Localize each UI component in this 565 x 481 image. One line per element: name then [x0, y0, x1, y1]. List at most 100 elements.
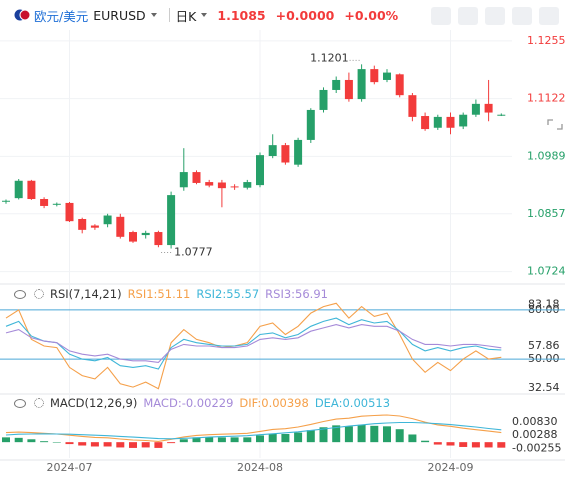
- candle-body: [192, 172, 201, 183]
- macd-bar: [14, 437, 23, 443]
- candle-body: [205, 182, 214, 186]
- macd-bar: [103, 442, 112, 447]
- candle-body: [433, 116, 442, 128]
- x-tick-label: 2024-07: [47, 461, 93, 474]
- macd-bar: [52, 442, 61, 443]
- candle-body: [306, 109, 315, 140]
- macd-bar: [141, 442, 150, 448]
- macd-legend: MACD(12,26,9) MACD:-0.00229 DIF:0.00398 DEA…: [14, 396, 396, 410]
- flag-us: [19, 9, 30, 21]
- y-tick-label: 32.54: [528, 381, 560, 394]
- tool-button[interactable]: [485, 7, 505, 25]
- tool-button[interactable]: [539, 7, 559, 25]
- macd-bar: [40, 441, 49, 443]
- y-tick-label: 57.86: [528, 339, 560, 352]
- candle-body: [256, 155, 264, 186]
- x-tick-label: 2024-09: [428, 461, 474, 474]
- y-tick-label: 1.1122: [527, 92, 565, 105]
- series-line: [5, 421, 502, 440]
- macd-bar: [90, 442, 99, 447]
- eye-icon[interactable]: [14, 289, 26, 299]
- y-tick-label: 1.0857: [527, 207, 565, 220]
- candle-body: [230, 186, 239, 188]
- settings-icon[interactable]: [34, 398, 44, 408]
- eye-icon[interactable]: [14, 398, 26, 408]
- macd-bar: [281, 434, 290, 443]
- rsi-legend: RSI(7,14,21) RSI1:51.11 RSI2:55.57 RSI3:56.…: [14, 287, 334, 301]
- flag-icon: [14, 9, 30, 21]
- candle-body: [471, 103, 480, 115]
- y-tick-label: -0.00255: [512, 441, 561, 454]
- candle-body: [395, 74, 404, 96]
- legend-entry: DEA:0.00513: [314, 396, 391, 410]
- tool-button[interactable]: [458, 7, 478, 25]
- macd-bar: [319, 427, 328, 443]
- tool-button[interactable]: [512, 7, 532, 25]
- macd-bar: [471, 442, 480, 448]
- dropdown-arrow[interactable]: [201, 13, 208, 17]
- candle-body: [243, 182, 252, 188]
- candle-body: [217, 182, 226, 189]
- macd-bar: [256, 435, 264, 443]
- macd-bar: [497, 442, 506, 448]
- macd-bar: [395, 429, 404, 443]
- change-pct: +0.00%: [344, 7, 399, 23]
- candle-body: [141, 232, 150, 236]
- symbol[interactable]: EURUSD: [93, 7, 146, 23]
- series-line: [5, 302, 502, 390]
- candle-body: [357, 69, 366, 100]
- macd-bar: [167, 442, 176, 444]
- settings-icon[interactable]: [34, 289, 44, 299]
- series-line: [5, 414, 502, 442]
- macd-bar: [243, 437, 252, 443]
- x-tick-label: 2024-08: [237, 461, 283, 474]
- period[interactable]: 日K: [175, 8, 197, 24]
- macd-bar: [408, 434, 417, 443]
- macd-bar: [370, 425, 379, 443]
- candle-body: [383, 72, 391, 80]
- macd-bar: [332, 425, 341, 443]
- change: +0.0000: [275, 7, 335, 23]
- candle-body: [459, 114, 468, 127]
- candle-body: [40, 199, 49, 206]
- legend-entry: RSI1:51.11: [127, 287, 191, 301]
- macd-bar: [344, 426, 353, 443]
- macd-bar: [421, 440, 430, 443]
- dropdown-arrow[interactable]: [150, 13, 157, 17]
- indicator-title: RSI(7,14,21): [50, 287, 122, 301]
- candle-body: [103, 215, 112, 225]
- header: 欧元/美元 EURUSD 日K 1.1085 +0.0000 +0.00%: [0, 0, 565, 30]
- candle-body: [446, 116, 455, 128]
- candle-body: [129, 232, 137, 242]
- pair-name[interactable]: 欧元/美元: [34, 8, 89, 24]
- macd-bar: [383, 426, 391, 443]
- candle-body: [167, 195, 176, 246]
- macd-bar: [268, 433, 277, 443]
- candle-body: [497, 114, 506, 116]
- candle-body: [116, 216, 125, 237]
- candle-body: [179, 172, 188, 188]
- candle-body: [344, 79, 353, 100]
- macd-bar: [306, 430, 315, 443]
- price: 1.1085: [217, 7, 266, 23]
- tool-button[interactable]: [431, 7, 451, 25]
- legend-entry: MACD:-0.00229: [143, 396, 234, 410]
- candle-body: [332, 79, 341, 90]
- candle-body: [2, 200, 10, 202]
- candle-body: [408, 95, 417, 117]
- candle-body: [154, 232, 163, 246]
- candle-body: [78, 219, 87, 230]
- macd-bar: [459, 442, 468, 447]
- expand-icon[interactable]: [547, 119, 563, 130]
- candle-body: [268, 145, 277, 156]
- y-tick-label: 0.00288: [512, 428, 558, 441]
- macd-bar: [484, 442, 493, 448]
- macd-bar: [78, 442, 87, 446]
- candle-body: [65, 202, 74, 222]
- macd-bar: [433, 442, 442, 445]
- separator: [168, 8, 170, 22]
- y-tick-label: 0.00830: [512, 415, 558, 428]
- macd-bar: [192, 437, 201, 443]
- macd-bar: [217, 437, 226, 443]
